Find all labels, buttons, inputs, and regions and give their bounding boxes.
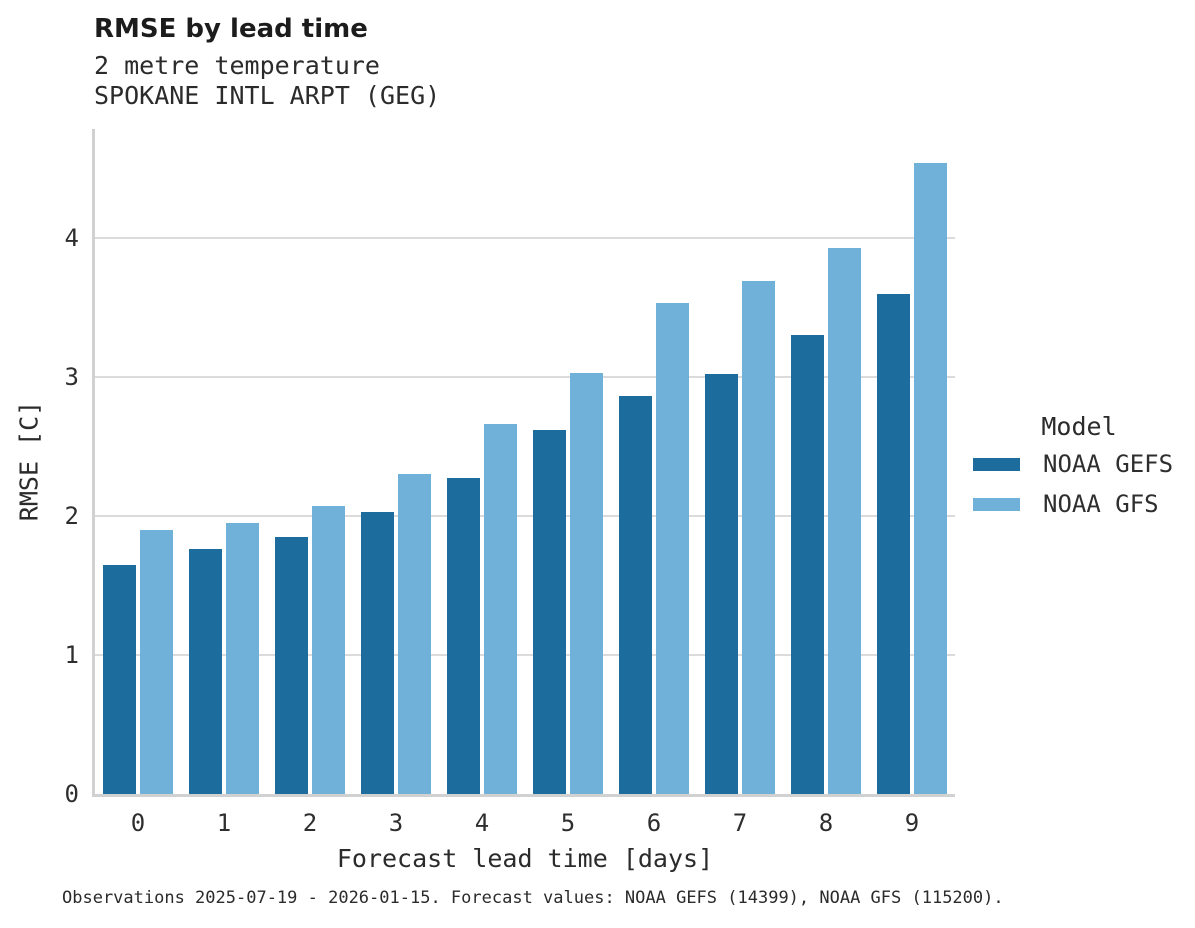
bar-noaa-gefs-day-5: [533, 430, 566, 794]
bar-group-day-0: 0: [95, 530, 181, 837]
bar-noaa-gfs-day-4: [484, 424, 517, 794]
bar-group-day-2: 2: [267, 506, 353, 837]
x-tick-label-0: 0: [130, 809, 146, 837]
bar-group-day-7: 7: [697, 281, 783, 837]
gridline-y-3: [95, 376, 955, 378]
bar-group-day-9: 9: [869, 163, 955, 837]
caption: Observations 2025-07-19 - 2026-01-15. Fo…: [62, 888, 1004, 908]
y-tick-label-0: 0: [64, 780, 79, 808]
bar-noaa-gefs-day-1: [189, 549, 222, 794]
bar-group-day-3: 3: [353, 474, 439, 837]
x-tick-label-9: 9: [904, 809, 920, 837]
legend-items: NOAA GEFS NOAA GFS: [973, 450, 1185, 518]
x-tick-label-4: 4: [474, 809, 490, 837]
y-tick-label-1: 1: [64, 641, 79, 669]
x-tick-label-3: 3: [388, 809, 404, 837]
legend-item-noaa-gefs: NOAA GEFS: [973, 450, 1185, 478]
bar-noaa-gefs-day-6: [619, 396, 652, 794]
bar-group-day-5: 5: [525, 373, 611, 837]
x-tick-label-2: 2: [302, 809, 318, 837]
bar-group-day-6: 6: [611, 303, 697, 837]
bar-noaa-gfs-day-2: [312, 506, 345, 794]
bar-noaa-gfs-day-8: [828, 248, 861, 794]
bar-noaa-gefs-day-9: [877, 294, 910, 794]
legend-swatch-noaa-gefs: [973, 457, 1020, 471]
x-tick-label-6: 6: [646, 809, 662, 837]
x-tick-label-8: 8: [818, 809, 834, 837]
x-tick-label-5: 5: [560, 809, 576, 837]
plot-area: 0 1 2 3 4 0 1 2 3 4 5 6 7 8 9: [65, 129, 955, 837]
y-tick-label-3: 3: [64, 363, 79, 391]
gridline-y-1: [95, 654, 955, 656]
bar-noaa-gefs-day-7: [705, 374, 738, 794]
gridline-y-2: [95, 515, 955, 517]
y-axis-line: [92, 129, 95, 797]
bar-group-day-1: 1: [181, 523, 267, 837]
bar-noaa-gfs-day-5: [570, 373, 603, 794]
bar-noaa-gefs-day-4: [447, 478, 480, 794]
chart-subtitle-variable: 2 metre temperature: [94, 51, 380, 80]
y-tick-label-2: 2: [64, 502, 79, 530]
bar-noaa-gfs-day-1: [226, 523, 259, 794]
gridline-y-4: [95, 237, 955, 239]
x-tick-label-1: 1: [216, 809, 232, 837]
legend-title: Model: [1041, 412, 1117, 441]
legend-swatch-noaa-gfs: [973, 497, 1020, 511]
bar-noaa-gfs-day-7: [742, 281, 775, 794]
bar-noaa-gefs-day-2: [275, 537, 308, 794]
x-axis-label: Forecast lead time [days]: [336, 844, 714, 873]
legend-label-noaa-gfs: NOAA GFS: [1043, 490, 1159, 518]
bar-noaa-gefs-day-0: [103, 565, 136, 794]
bars-row: 0 1 2 3 4 5 6 7 8 9: [95, 129, 955, 837]
bar-group-day-8: 8: [783, 248, 869, 837]
bar-noaa-gfs-day-9: [914, 163, 947, 794]
x-tick-label-7: 7: [732, 809, 748, 837]
bar-group-day-4: 4: [439, 424, 525, 837]
legend-item-noaa-gfs: NOAA GFS: [973, 490, 1185, 518]
bar-noaa-gfs-day-0: [140, 530, 173, 794]
bar-noaa-gefs-day-3: [361, 512, 394, 794]
x-axis-line: [92, 794, 955, 797]
legend-label-noaa-gefs: NOAA GEFS: [1043, 450, 1174, 478]
bar-noaa-gefs-day-8: [791, 335, 824, 794]
legend: Model NOAA GEFS NOAA GFS: [973, 412, 1185, 530]
y-tick-label-4: 4: [64, 224, 79, 252]
chart-subtitle-station: SPOKANE INTL ARPT (GEG): [94, 81, 441, 110]
chart-title: RMSE by lead time: [94, 14, 368, 44]
bar-noaa-gfs-day-6: [656, 303, 689, 794]
bar-noaa-gfs-day-3: [398, 474, 431, 794]
